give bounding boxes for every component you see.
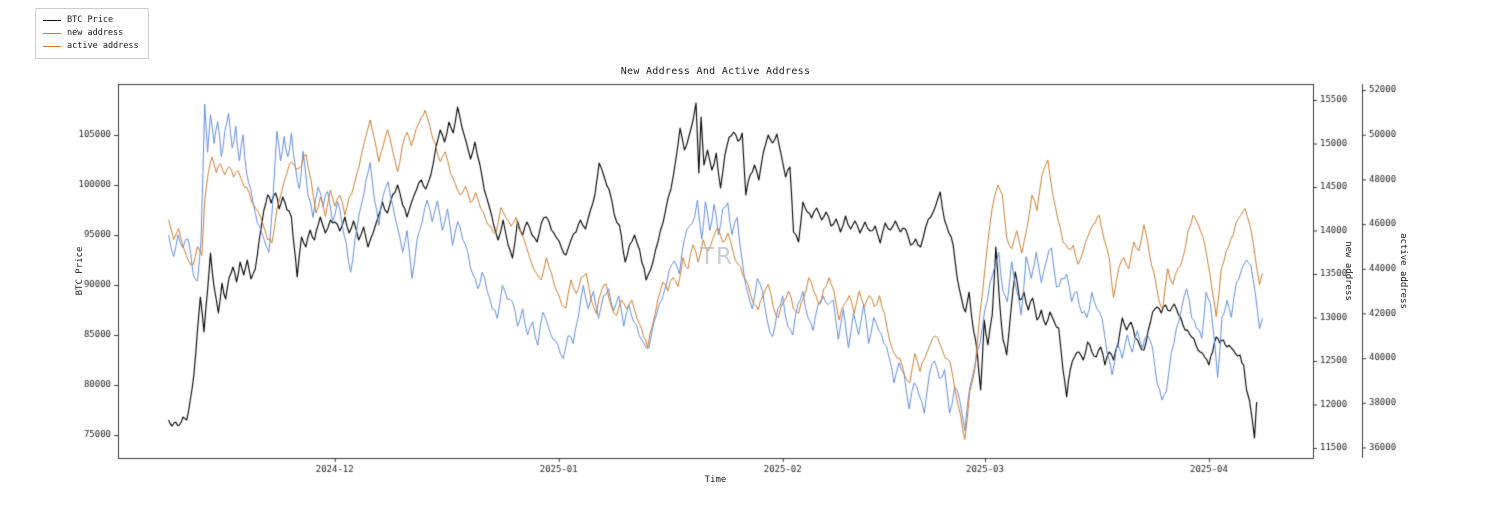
y-axis-label-btc-price: BTC Price [75,246,85,296]
legend-item-btc-price: BTC Price [43,14,139,27]
y-axis-label-active-address: active address [1398,233,1408,309]
legend-line-icon [43,19,61,22]
legend-label: new address [67,28,124,38]
chart-title: New Address And Active Address [620,66,811,77]
y-axis-label-new-address: new address [1343,241,1353,301]
legend: BTC Price new address active address [35,8,149,59]
legend-label: active address [67,41,139,51]
legend-item-active-address: active address [43,40,139,53]
legend-item-new-address: new address [43,27,139,40]
legend-label: BTC Price [67,15,114,25]
watermark: TR [700,244,735,270]
legend-line-icon [43,45,61,48]
x-axis-label: Time [704,475,727,485]
legend-line-icon [43,32,61,35]
